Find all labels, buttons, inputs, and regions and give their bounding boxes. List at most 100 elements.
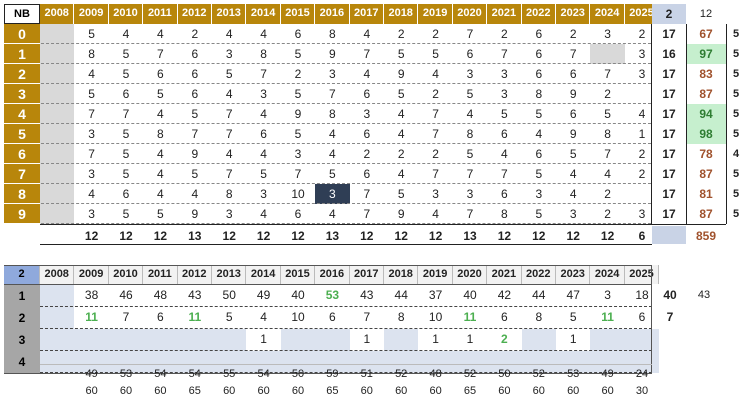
year-header-2015[interactable]: 2015 bbox=[280, 4, 316, 24]
bottom-cell[interactable] bbox=[590, 329, 625, 351]
bottom-cell[interactable]: 38 bbox=[84, 288, 99, 302]
bottom-cell[interactable]: 40 bbox=[463, 288, 477, 302]
top-cell[interactable]: 2 bbox=[397, 147, 405, 161]
bottom-cell[interactable]: 8 bbox=[397, 310, 405, 324]
top-cell[interactable] bbox=[40, 104, 75, 124]
top-cell[interactable]: 3 bbox=[638, 67, 646, 81]
top-cell[interactable]: 8 bbox=[260, 47, 267, 61]
top-cell[interactable] bbox=[40, 124, 75, 144]
bottom-cell[interactable] bbox=[177, 351, 212, 373]
bottom-cell[interactable] bbox=[74, 329, 109, 351]
bottom-cell[interactable]: 11 bbox=[188, 310, 202, 324]
bottom-cell[interactable] bbox=[108, 351, 144, 373]
bottom-cell[interactable]: 1 bbox=[569, 332, 577, 346]
bottom-cell[interactable]: 18 bbox=[635, 288, 649, 302]
bottom-year-header-2023[interactable]: 2023 bbox=[556, 265, 591, 284]
top-cell[interactable]: 3 bbox=[466, 67, 474, 81]
top-cell[interactable]: 5 bbox=[191, 167, 199, 181]
top-cell[interactable]: 8 bbox=[604, 127, 611, 141]
top-cell[interactable]: 7 bbox=[363, 207, 371, 221]
top-cell[interactable]: 4 bbox=[638, 107, 646, 121]
bottom-year-header-2021[interactable]: 2021 bbox=[487, 265, 522, 284]
top-cell[interactable]: 7 bbox=[191, 127, 199, 141]
top-cell[interactable]: 6 bbox=[535, 147, 543, 161]
row-label-5[interactable]: 5 bbox=[4, 124, 40, 144]
top-cell[interactable]: 6 bbox=[535, 47, 543, 61]
bottom-cell[interactable]: 44 bbox=[532, 288, 546, 302]
top-cell[interactable]: 2 bbox=[294, 67, 302, 81]
top-cell[interactable] bbox=[40, 164, 75, 184]
year-header-2023[interactable]: 2023 bbox=[556, 4, 591, 24]
bottom-cell[interactable]: 7 bbox=[122, 310, 130, 324]
top-cell[interactable]: 6 bbox=[191, 47, 199, 61]
top-cell[interactable]: 4 bbox=[397, 127, 405, 141]
top-cell[interactable]: 6 bbox=[363, 127, 371, 141]
row-label-8[interactable]: 8 bbox=[4, 184, 40, 204]
top-cell[interactable]: 8 bbox=[329, 107, 336, 121]
bottom-row-label-1[interactable]: 1 bbox=[4, 285, 40, 307]
bottom-cell[interactable] bbox=[556, 351, 591, 373]
year-header-2024[interactable]: 2024 bbox=[590, 4, 625, 24]
top-cell[interactable]: 5 bbox=[260, 167, 267, 181]
top-cell[interactable]: 3 bbox=[432, 187, 439, 201]
top-cell[interactable]: 5 bbox=[535, 207, 543, 221]
year-header-2022[interactable]: 2022 bbox=[521, 4, 556, 24]
year-header-2021[interactable]: 2021 bbox=[487, 4, 522, 24]
top-cell[interactable]: 5 bbox=[122, 67, 130, 81]
bottom-cell[interactable] bbox=[143, 351, 178, 373]
row-label-1[interactable]: 1 bbox=[4, 44, 40, 64]
top-cell[interactable]: 9 bbox=[397, 207, 405, 221]
bottom-year-header-2019[interactable]: 2019 bbox=[418, 265, 453, 284]
top-cell[interactable]: 5 bbox=[225, 67, 233, 81]
top-cell[interactable]: 3 bbox=[569, 207, 577, 221]
top-cell[interactable]: 5 bbox=[294, 127, 302, 141]
top-cell[interactable]: 2 bbox=[397, 27, 405, 41]
top-cell[interactable] bbox=[40, 84, 75, 104]
top-cell[interactable]: 5 bbox=[122, 147, 130, 161]
top-cell[interactable]: 3 bbox=[88, 127, 95, 141]
bottom-cell[interactable] bbox=[315, 329, 350, 351]
top-cell[interactable]: 2 bbox=[191, 27, 199, 41]
bottom-cell[interactable] bbox=[74, 351, 109, 373]
bottom-year-header-2016[interactable]: 2016 bbox=[315, 265, 350, 284]
row-label-4[interactable]: 4 bbox=[4, 104, 40, 124]
top-cell[interactable]: 2 bbox=[604, 207, 611, 221]
bottom-cell[interactable]: 6 bbox=[157, 310, 164, 324]
top-cell[interactable]: 6 bbox=[294, 27, 302, 41]
bottom-cell[interactable] bbox=[40, 307, 75, 329]
top-cell[interactable]: 2 bbox=[604, 87, 611, 101]
year-header-2012[interactable]: 2012 bbox=[177, 4, 212, 24]
top-cell[interactable]: 2 bbox=[604, 187, 611, 201]
bottom-cell[interactable]: 46 bbox=[119, 288, 133, 302]
bottom-cell[interactable] bbox=[418, 351, 453, 373]
top-cell[interactable]: 5 bbox=[397, 47, 405, 61]
bottom-cell[interactable]: 8 bbox=[535, 310, 543, 324]
bottom-cell[interactable] bbox=[384, 351, 419, 373]
bottom-cell[interactable] bbox=[246, 351, 281, 373]
bottom-cell[interactable] bbox=[212, 351, 247, 373]
year-header-2008[interactable]: 2008 bbox=[40, 4, 75, 24]
top-cell[interactable]: 4 bbox=[260, 207, 267, 221]
row-label-9[interactable]: 9 bbox=[4, 204, 40, 224]
top-cell[interactable]: 8 bbox=[501, 207, 508, 221]
top-cell[interactable]: 3 bbox=[363, 107, 371, 121]
top-cell[interactable]: 2 bbox=[638, 147, 646, 161]
top-cell[interactable]: 4 bbox=[397, 167, 405, 181]
top-cell[interactable]: 7 bbox=[88, 107, 95, 121]
bottom-cell[interactable]: 47 bbox=[566, 288, 580, 302]
top-cell[interactable]: 3 bbox=[501, 67, 508, 81]
bottom-cell[interactable]: 49 bbox=[256, 288, 271, 302]
bottom-cell[interactable] bbox=[143, 329, 178, 351]
top-cell[interactable]: 7 bbox=[466, 27, 474, 41]
top-cell[interactable]: 4 bbox=[363, 67, 371, 81]
bottom-cell[interactable] bbox=[212, 329, 247, 351]
top-cell[interactable] bbox=[40, 144, 75, 164]
row-label-3[interactable]: 3 bbox=[4, 84, 40, 104]
bottom-cell[interactable]: 3 bbox=[604, 288, 611, 302]
top-cell[interactable]: 4 bbox=[466, 107, 474, 121]
top-cell[interactable]: 6 bbox=[191, 87, 199, 101]
row-label-2[interactable]: 2 bbox=[4, 64, 40, 84]
bottom-cell[interactable] bbox=[384, 329, 419, 351]
top-cell[interactable]: 7 bbox=[363, 47, 371, 61]
top-cell[interactable]: 6 bbox=[363, 167, 371, 181]
